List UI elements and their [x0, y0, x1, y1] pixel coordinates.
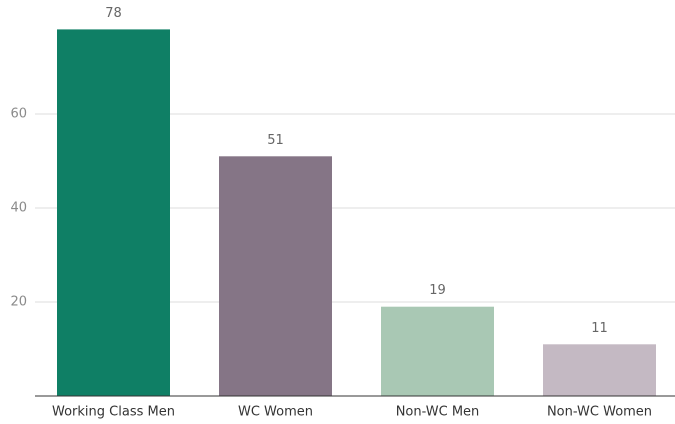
x-tick-label: Non-WC Women	[547, 405, 652, 420]
y-tick-label: 20	[10, 295, 27, 310]
bar	[543, 344, 656, 396]
value-label: 11	[591, 321, 608, 336]
x-tick-label: Non-WC Men	[396, 405, 480, 420]
bar	[381, 306, 494, 396]
value-label: 78	[105, 6, 122, 21]
bar	[219, 156, 332, 396]
value-label: 51	[267, 133, 284, 148]
y-tick-label: 40	[10, 201, 27, 216]
x-tick-label: WC Women	[238, 405, 313, 420]
value-label: 19	[429, 283, 446, 298]
bar	[57, 29, 170, 397]
y-tick-label: 60	[10, 107, 27, 122]
x-tick-label: Working Class Men	[52, 405, 175, 420]
